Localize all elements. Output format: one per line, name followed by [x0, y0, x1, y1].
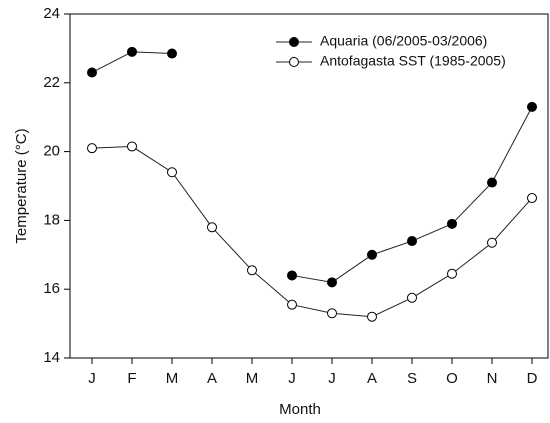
marker — [327, 277, 337, 288]
marker — [207, 222, 217, 233]
marker — [447, 268, 457, 279]
marker — [247, 265, 257, 276]
x-tick-label: O — [446, 370, 458, 387]
y-tick-label: 18 — [43, 211, 60, 228]
x-tick-label: A — [367, 370, 377, 387]
y-tick-label: 24 — [43, 5, 60, 22]
y-tick-label: 14 — [43, 349, 60, 366]
legend-label: Antofagasta SST (1985-2005) — [320, 53, 506, 69]
x-tick-label: A — [207, 370, 217, 387]
legend-marker — [289, 37, 299, 47]
x-tick-label: M — [246, 370, 259, 387]
marker — [127, 141, 137, 152]
marker — [367, 311, 377, 322]
marker — [487, 237, 497, 248]
y-tick-label: 22 — [43, 74, 60, 91]
plot-frame — [69, 13, 549, 359]
x-tick-label: S — [407, 370, 417, 387]
x-tick-label: J — [88, 370, 96, 387]
x-tick-label: M — [166, 370, 179, 387]
marker — [167, 48, 177, 59]
marker — [487, 177, 497, 188]
marker — [367, 249, 377, 260]
marker — [527, 193, 537, 204]
x-tick-label: F — [127, 370, 136, 387]
x-axis-label: Month — [279, 401, 321, 418]
marker — [167, 167, 177, 178]
marker — [407, 236, 417, 247]
legend: Aquaria (06/2005-03/2006) Antofagasta SST… — [276, 33, 506, 69]
marker — [87, 143, 97, 154]
x-tick-label: J — [328, 370, 336, 387]
y-tick-label: 20 — [43, 143, 60, 160]
line — [91, 145, 533, 318]
marker — [447, 218, 457, 229]
marker — [287, 299, 297, 310]
x-tick-label: D — [527, 370, 538, 387]
marker — [407, 292, 417, 303]
line — [91, 51, 533, 283]
marker — [87, 67, 97, 78]
x-tick-label: J — [288, 370, 296, 387]
x-tick-label: N — [487, 370, 498, 387]
marker — [127, 46, 137, 57]
legend-label: Aquaria (06/2005-03/2006) — [320, 33, 487, 49]
y-axis-label: Temperature (°C) — [13, 128, 30, 243]
legend-marker — [289, 57, 299, 67]
y-tick-label: 16 — [43, 280, 60, 297]
marker — [287, 270, 297, 281]
marker — [327, 308, 337, 319]
marker — [527, 101, 537, 112]
